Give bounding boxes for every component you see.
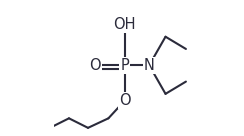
- Text: O: O: [119, 93, 131, 108]
- Text: P: P: [120, 58, 129, 73]
- Text: O: O: [89, 58, 101, 73]
- Text: N: N: [144, 58, 155, 73]
- Text: OH: OH: [113, 17, 136, 32]
